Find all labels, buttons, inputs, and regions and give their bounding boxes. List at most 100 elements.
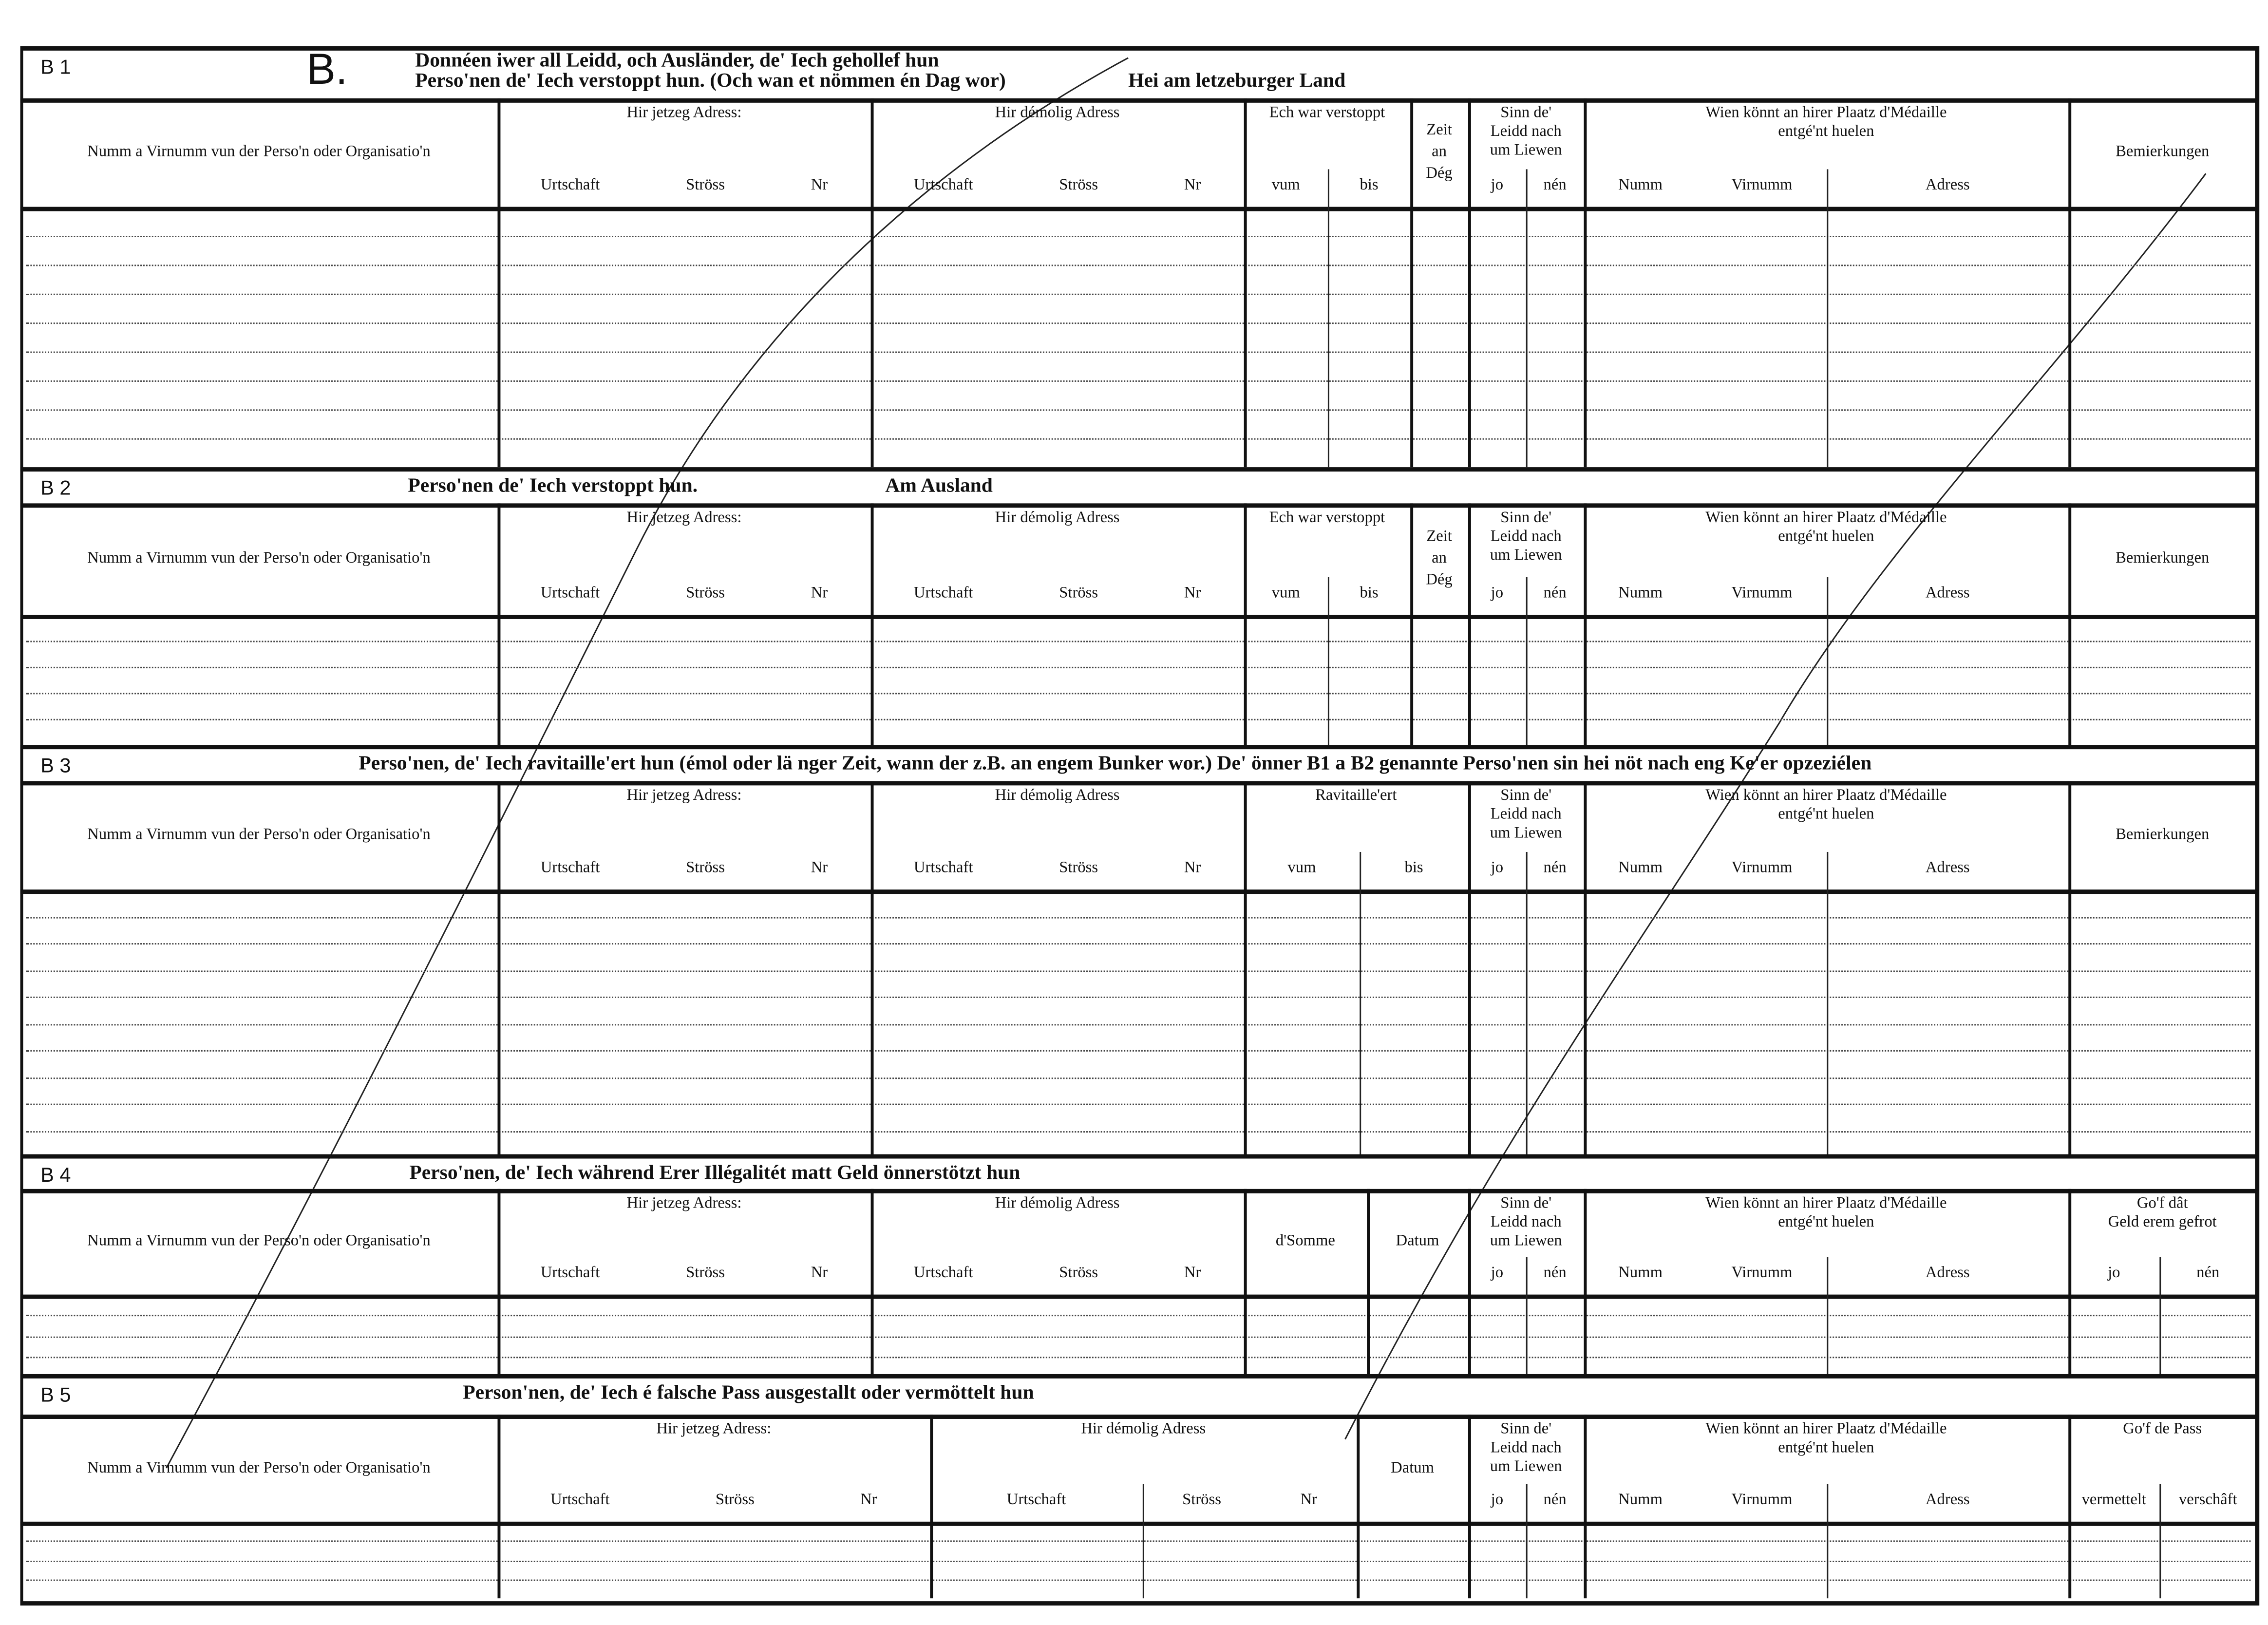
entry-line[interactable] — [26, 1541, 2251, 1543]
column-header: Hir jetzeg Adress: — [497, 503, 870, 615]
column-border — [497, 1415, 501, 1599]
column-header-label: Ravitaille'ert — [1315, 787, 1397, 804]
column-header: Sinn de' Leidd nach um Liewen — [1468, 503, 1584, 615]
sub-header-label: Virnumm — [1731, 176, 1793, 194]
sub-header-label: nén — [1543, 859, 1567, 877]
sub-column-divider — [1526, 169, 1528, 468]
column-header-label: Ech war verstoppt — [1269, 509, 1385, 527]
column-header-label: Hir démolig Adress — [995, 509, 1120, 527]
column-header: Sinn de' Leidd nach um Liewen — [1468, 781, 1584, 889]
sub-column-divider — [1360, 851, 1361, 1157]
sub-column-divider — [1526, 1484, 1528, 1599]
sub-header-label: Urtschaft — [913, 584, 973, 602]
entry-line[interactable] — [26, 996, 2251, 998]
sub-header-group: Urtschaft Ströss Nr — [497, 859, 870, 878]
sub-header-label: jo — [1491, 1264, 1504, 1282]
sub-header-label: Virnumm — [1731, 1264, 1793, 1282]
section-title: Perso'nen, de' Iech während Erer Illégal… — [409, 1163, 1021, 1185]
section-region-label: Hei am letzeburger Land — [1128, 71, 1346, 93]
column-border — [1584, 98, 1587, 468]
sub-header-group: nén — [1526, 176, 1584, 195]
sub-header-group: Urtschaft Ströss Nr — [497, 176, 870, 195]
column-header: Hir jetzeg Adress: — [497, 98, 870, 207]
sub-header-group: verschâft — [2159, 1491, 2256, 1510]
entry-line[interactable] — [26, 916, 2251, 918]
column-header: Wien könnt an hirer Plaatz d'Médaille en… — [1584, 1415, 2068, 1522]
sub-header-label: Adress — [1925, 1491, 1970, 1509]
entry-line[interactable] — [26, 380, 2251, 382]
header-bottom-rule — [20, 207, 2257, 211]
entry-line[interactable] — [26, 641, 2251, 642]
column-header-label: Wien könnt an hirer Plaatz d'Médaille en… — [1705, 104, 1947, 141]
section-title: Perso'nen de' Iech verstoppt hun. — [408, 475, 698, 498]
column-header-label: Hir jetzeg Adress: — [626, 787, 742, 804]
column-header: Numm a Virnumm vun der Perso'n oder Orga… — [20, 1415, 498, 1522]
sub-header-label: Ströss — [686, 176, 725, 194]
entry-line[interactable] — [26, 409, 2251, 411]
sub-column-divider — [1327, 577, 1329, 745]
sub-header-group: Urtschaft Ströss Nr — [497, 1264, 870, 1283]
sub-header-group: jo — [2068, 1264, 2159, 1283]
column-header: Hir jetzeg Adress: — [497, 781, 870, 889]
column-header: Hir démolig Adress — [871, 98, 1244, 207]
entry-line[interactable] — [26, 236, 2251, 237]
sub-header-label: Nr — [1184, 1264, 1201, 1282]
column-header: Bemierkungen — [2068, 781, 2256, 889]
entry-line[interactable] — [26, 1336, 2251, 1338]
sub-header-label: nén — [1543, 1264, 1567, 1282]
section-region-label: Am Ausland — [885, 475, 993, 498]
column-border — [497, 781, 501, 1157]
sub-header-label: Ströss — [1059, 1264, 1098, 1282]
sub-header-label: vermettelt — [2081, 1491, 2146, 1509]
sub-header-label: Numm — [1618, 584, 1663, 602]
sub-header-label: jo — [1491, 584, 1504, 602]
entry-line[interactable] — [26, 693, 2251, 695]
entry-line[interactable] — [26, 969, 2251, 971]
sub-header-label: Numm — [1618, 176, 1663, 194]
column-border — [1410, 503, 1414, 745]
entry-line[interactable] — [26, 1023, 2251, 1025]
column-border — [930, 1415, 933, 1599]
sub-header-label: Nr — [1300, 1491, 1317, 1509]
column-header-label: Sinn de' Leidd nach um Liewen — [1490, 787, 1562, 842]
header-top-rule — [20, 503, 2257, 508]
entry-line[interactable] — [26, 322, 2251, 324]
entry-line[interactable] — [26, 293, 2251, 295]
column-border — [1468, 1415, 1471, 1599]
entry-line[interactable] — [26, 1579, 2251, 1581]
sub-header-label: Ströss — [1059, 176, 1098, 194]
form-letter: B. — [306, 46, 348, 94]
entry-line[interactable] — [26, 1560, 2251, 1562]
sub-header-label: Nr — [811, 1264, 828, 1282]
entry-line[interactable] — [26, 1050, 2251, 1052]
column-header-label: Datum — [1391, 1458, 1435, 1476]
column-header-label: Wien könnt an hirer Plaatz d'Médaille en… — [1705, 1420, 1947, 1457]
column-header: Bemierkungen — [2068, 98, 2256, 207]
entry-line[interactable] — [26, 1315, 2251, 1317]
entry-line[interactable] — [26, 265, 2251, 266]
column-header: Ech war verstoppt — [1244, 98, 1410, 207]
sub-header-label: Ströss — [686, 859, 725, 877]
sub-column-divider — [1327, 169, 1329, 468]
column-header-label: Go'f dât Geld erem gefrot — [2108, 1194, 2217, 1231]
column-border — [1584, 503, 1587, 745]
entry-line[interactable] — [26, 1103, 2251, 1105]
column-header: Bemierkungen — [2068, 503, 2256, 615]
sub-header-label: Ströss — [1182, 1491, 1221, 1509]
sub-header-label: Adress — [1925, 176, 1970, 194]
entry-line[interactable] — [26, 438, 2251, 440]
entry-line[interactable] — [26, 718, 2251, 720]
section-title: Donnéen iwer all Leidd, och Ausländer, d… — [415, 50, 939, 73]
sub-header-group: vum — [1244, 176, 1328, 195]
section-divider — [20, 467, 2257, 472]
entry-line[interactable] — [26, 351, 2251, 353]
entry-line[interactable] — [26, 943, 2251, 945]
column-header-label: d'Somme — [1275, 1232, 1335, 1250]
entry-line[interactable] — [26, 1356, 2251, 1358]
sub-header-group: vum — [1244, 859, 1360, 878]
entry-line[interactable] — [26, 1130, 2251, 1132]
section-title: Perso'nen de' Iech verstoppt hun. (Och w… — [415, 71, 1006, 93]
sub-header-label: Numm — [1618, 1264, 1663, 1282]
entry-line[interactable] — [26, 666, 2251, 668]
entry-line[interactable] — [26, 1077, 2251, 1078]
